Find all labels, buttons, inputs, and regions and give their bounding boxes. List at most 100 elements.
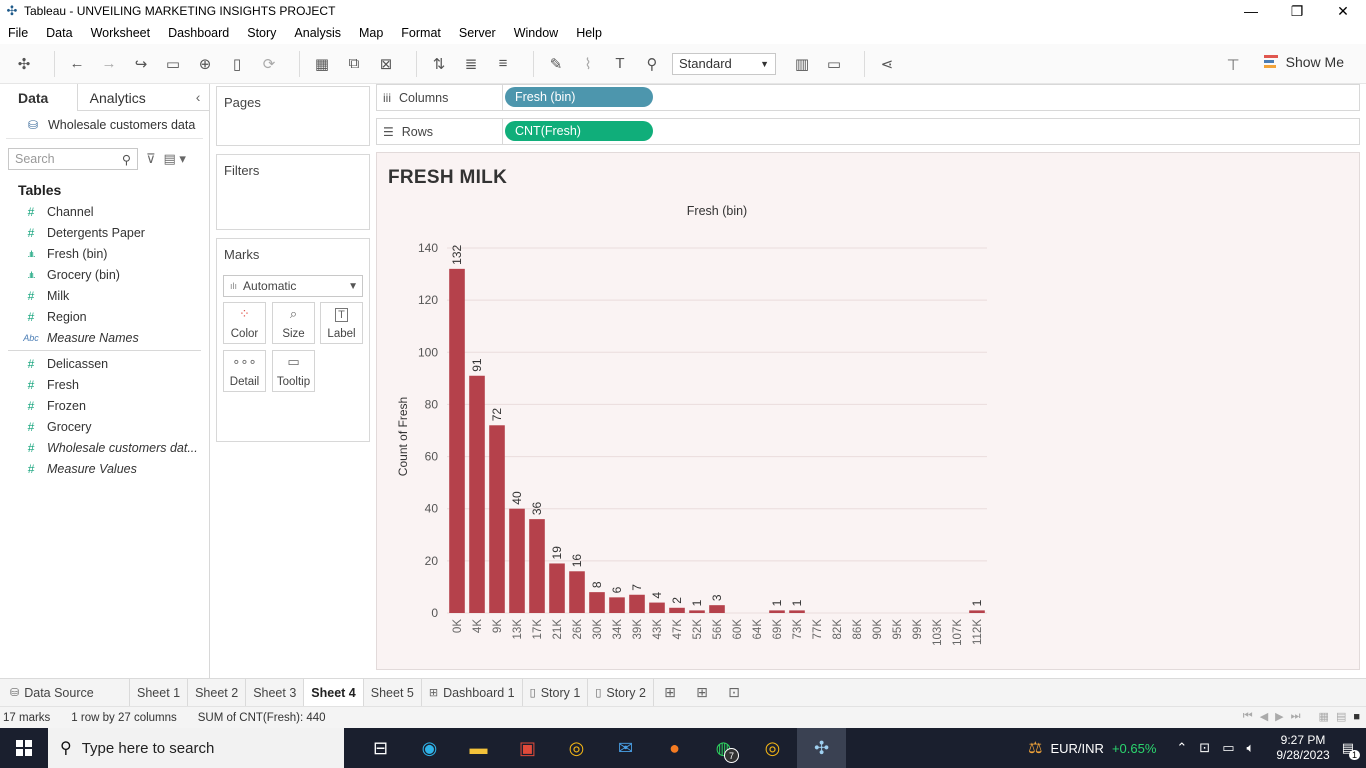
system-clock[interactable]: 9:27 PM 9/28/2023 bbox=[1276, 733, 1329, 763]
last-sheet-icon[interactable]: ⏭ bbox=[1290, 710, 1301, 722]
firefox-icon[interactable]: ● bbox=[669, 737, 680, 758]
new-story-icon[interactable]: ⊡ bbox=[728, 684, 740, 700]
windows-start-button[interactable] bbox=[0, 728, 48, 768]
sheet-tab[interactable]: Sheet 3 bbox=[246, 678, 305, 707]
fresh-bin-pill[interactable]: Fresh (bin) bbox=[505, 87, 653, 107]
tooltip-button[interactable]: ▭ Tooltip bbox=[272, 350, 315, 392]
edge-icon[interactable]: ◉ bbox=[421, 737, 438, 758]
field-item[interactable]: # Channel bbox=[0, 201, 209, 222]
first-sheet-icon[interactable]: ⏮ bbox=[1242, 710, 1253, 722]
field-item[interactable]: # Fresh bbox=[0, 374, 209, 395]
duplicate-sheet-icon[interactable]: ⧉ bbox=[348, 55, 360, 72]
menu-window[interactable]: Window bbox=[513, 26, 559, 40]
sheet-tab[interactable]: Sheet 2 bbox=[188, 678, 247, 707]
presentation-mode-icon[interactable]: ▭ bbox=[826, 55, 842, 73]
search-input[interactable]: Search ⚲ bbox=[8, 148, 138, 170]
redo-icon[interactable]: → bbox=[101, 55, 117, 72]
sort-ascending-icon[interactable]: ≣ bbox=[464, 55, 478, 73]
detail-button[interactable]: ∘∘∘ Detail bbox=[223, 350, 266, 392]
collapse-pane-icon[interactable]: ‹ bbox=[195, 89, 201, 105]
new-worksheet-icon[interactable]: ⊞ bbox=[664, 684, 676, 700]
meet-now-icon[interactable]: ⊡ bbox=[1199, 740, 1211, 755]
next-sheet-icon[interactable]: ▶ bbox=[1275, 711, 1284, 723]
refresh-icon[interactable]: ⟳ bbox=[262, 55, 276, 73]
new-dashboard-icon[interactable]: ⊞ bbox=[696, 684, 708, 700]
notification-icon[interactable]: ▤ 1 bbox=[1342, 740, 1360, 760]
color-button[interactable]: ⁘ Color bbox=[223, 302, 266, 344]
field-item[interactable]: # Detergents Paper bbox=[0, 222, 209, 243]
sheet-tab[interactable]: Sheet 1 bbox=[130, 678, 189, 707]
tableau-taskbar-icon[interactable]: ✣ bbox=[797, 728, 846, 768]
field-item[interactable]: # Grocery bbox=[0, 416, 209, 437]
show-mark-labels-icon[interactable]: T bbox=[615, 55, 625, 72]
field-item[interactable]: .ılı. Grocery (bin) bbox=[0, 264, 209, 285]
field-item[interactable]: # Milk bbox=[0, 285, 209, 306]
view-options-icon[interactable]: ▤ ▾ bbox=[163, 151, 186, 166]
field-item[interactable]: .ılı. Fresh (bin) bbox=[0, 243, 209, 264]
sheet-sorter-icon[interactable]: ▦ bbox=[1318, 711, 1329, 723]
pages-card[interactable]: Pages bbox=[216, 86, 370, 146]
close-button[interactable]: ✕ bbox=[1337, 2, 1349, 19]
columns-shelf[interactable]: iii Columns Fresh (bin) bbox=[376, 84, 1360, 111]
show-me-button[interactable]: Show Me bbox=[1263, 54, 1344, 70]
chevron-up-icon[interactable]: ⌃ bbox=[1176, 740, 1188, 755]
field-item[interactable]: # Region bbox=[0, 306, 209, 327]
rows-shelf[interactable]: ☰ Rows CNT(Fresh) bbox=[376, 118, 1360, 145]
menu-file[interactable]: File bbox=[8, 26, 29, 40]
new-worksheet-icon[interactable]: ▦ bbox=[314, 55, 330, 73]
chrome-icon[interactable]: ◎ bbox=[764, 737, 781, 758]
format-painter-icon[interactable]: ⊤ bbox=[1226, 57, 1240, 74]
data-source-tab[interactable]: ⛁ Data Source bbox=[0, 678, 130, 707]
sheet-tab[interactable]: Sheet 5 bbox=[364, 678, 422, 707]
task-view-icon[interactable]: ⊟ bbox=[372, 737, 389, 758]
sheet-tab[interactable]: ⊞ Dashboard 1 bbox=[422, 678, 523, 707]
taskbar-search-input[interactable]: ⚲ Type here to search bbox=[48, 728, 344, 768]
field-item[interactable]: Abc Measure Names bbox=[0, 327, 209, 348]
pause-updates-icon[interactable]: ▯ bbox=[232, 55, 242, 73]
save-icon[interactable]: ▭ bbox=[165, 55, 181, 73]
sort-descending-icon[interactable]: ≡ bbox=[498, 55, 508, 72]
currency-widget[interactable]: ⚖ EUR/INR +0.65% bbox=[1028, 738, 1156, 758]
fit-dropdown[interactable]: Standard ▼ bbox=[672, 52, 776, 75]
cnt-fresh-pill[interactable]: CNT(Fresh) bbox=[505, 121, 653, 141]
size-button[interactable]: ⌕ Size bbox=[272, 302, 315, 344]
chrome-icon[interactable]: ◎ bbox=[568, 737, 585, 758]
mail-icon[interactable]: ✉ bbox=[617, 737, 634, 758]
menu-data[interactable]: Data bbox=[46, 26, 73, 40]
minimize-button[interactable]: — bbox=[1244, 3, 1258, 19]
menu-analysis[interactable]: Analysis bbox=[294, 26, 341, 40]
menu-dashboard[interactable]: Dashboard bbox=[168, 26, 230, 40]
sheet-tab[interactable]: Sheet 4 bbox=[304, 678, 364, 707]
menu-server[interactable]: Server bbox=[458, 26, 496, 40]
mark-type-dropdown[interactable]: ılı Automatic ▼ bbox=[223, 275, 363, 297]
tabs-icon[interactable]: ■ bbox=[1353, 710, 1360, 723]
menu-map[interactable]: Map bbox=[358, 26, 384, 40]
clear-sheet-icon[interactable]: ⊠ bbox=[379, 55, 393, 73]
battery-icon[interactable]: ▭ bbox=[1222, 740, 1235, 755]
label-button[interactable]: T Label bbox=[320, 302, 363, 344]
menu-format[interactable]: Format bbox=[401, 26, 441, 40]
menu-worksheet[interactable]: Worksheet bbox=[90, 26, 151, 40]
tab-analytics[interactable]: Analytics bbox=[89, 89, 146, 106]
field-item[interactable]: # Measure Values bbox=[0, 458, 209, 479]
field-item[interactable]: # Wholesale customers dat... bbox=[0, 437, 209, 458]
undo-icon[interactable]: ← bbox=[69, 55, 85, 72]
tableau-home-icon[interactable]: ✣ bbox=[17, 55, 31, 73]
highlight-icon[interactable]: ✎ bbox=[549, 55, 563, 73]
tab-data[interactable]: Data bbox=[0, 84, 78, 111]
new-datasource-icon[interactable]: ⊕ bbox=[198, 55, 212, 73]
microsoft-store-icon[interactable]: ▣ bbox=[518, 737, 536, 758]
field-item[interactable]: # Delicassen bbox=[0, 353, 209, 374]
file-explorer-icon[interactable]: ▬ bbox=[469, 737, 488, 758]
swap-rows-columns-icon[interactable]: ⇅ bbox=[432, 55, 446, 73]
filters-card[interactable]: Filters bbox=[216, 154, 370, 230]
menu-help[interactable]: Help bbox=[576, 26, 602, 40]
group-members-icon[interactable]: ⌇ bbox=[584, 55, 592, 73]
filter-icon[interactable]: ⊽ bbox=[146, 151, 156, 166]
sheet-tab[interactable]: ▯ Story 2 bbox=[588, 678, 654, 707]
whatsapp-icon[interactable]: ◍ 7 bbox=[699, 728, 748, 768]
show-cards-icon[interactable]: ▥ bbox=[794, 55, 810, 73]
filmstrip-icon[interactable]: ▤ bbox=[1335, 711, 1347, 723]
fix-axes-icon[interactable]: ⚲ bbox=[646, 55, 658, 73]
share-icon[interactable]: ⋖ bbox=[880, 55, 894, 73]
